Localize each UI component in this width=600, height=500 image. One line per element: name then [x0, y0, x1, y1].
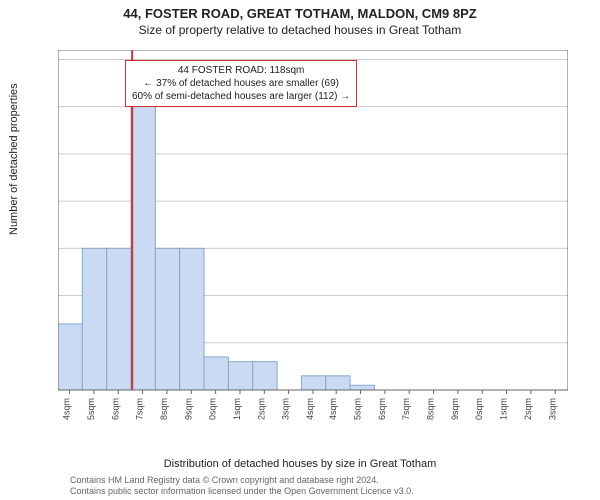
callout-box: 44 FOSTER ROAD: 118sqm ← 37% of detached…: [125, 60, 357, 107]
svg-text:378sqm: 378sqm: [426, 398, 436, 420]
svg-text:127sqm: 127sqm: [135, 398, 145, 420]
x-axis-label: Distribution of detached houses by size …: [0, 458, 600, 470]
svg-text:399sqm: 399sqm: [450, 398, 460, 420]
callout-line-2: ← 37% of detached houses are smaller (69…: [132, 77, 350, 90]
svg-text:336sqm: 336sqm: [377, 398, 387, 420]
svg-text:232sqm: 232sqm: [256, 398, 266, 420]
svg-text:483sqm: 483sqm: [547, 398, 557, 420]
footer-line-2: Contains public sector information licen…: [70, 486, 414, 497]
svg-text:106sqm: 106sqm: [110, 398, 120, 420]
svg-text:357sqm: 357sqm: [401, 398, 411, 420]
svg-text:148sqm: 148sqm: [159, 398, 169, 420]
footer-line-1: Contains HM Land Registry data © Crown c…: [70, 475, 414, 486]
svg-text:294sqm: 294sqm: [328, 398, 338, 420]
svg-text:420sqm: 420sqm: [474, 398, 484, 420]
footer-attribution: Contains HM Land Registry data © Crown c…: [70, 475, 414, 497]
svg-text:85sqm: 85sqm: [86, 398, 96, 420]
chart-header: 44, FOSTER ROAD, GREAT TOTHAM, MALDON, C…: [0, 0, 600, 37]
title-line-2: Size of property relative to detached ho…: [0, 23, 600, 37]
svg-text:253sqm: 253sqm: [281, 398, 291, 420]
title-line-1: 44, FOSTER ROAD, GREAT TOTHAM, MALDON, C…: [0, 6, 600, 21]
callout-line-3: 60% of semi-detached houses are larger (…: [132, 90, 350, 103]
svg-text:211sqm: 211sqm: [232, 398, 242, 420]
y-axis-label: Number of detached properties: [8, 83, 20, 235]
svg-text:274sqm: 274sqm: [305, 398, 315, 420]
svg-text:462sqm: 462sqm: [523, 398, 533, 420]
svg-text:169sqm: 169sqm: [183, 398, 193, 420]
svg-text:64sqm: 64sqm: [62, 398, 72, 420]
svg-text:190sqm: 190sqm: [208, 398, 218, 420]
callout-line-1: 44 FOSTER ROAD: 118sqm: [132, 64, 350, 77]
svg-text:441sqm: 441sqm: [499, 398, 509, 420]
svg-text:315sqm: 315sqm: [353, 398, 363, 420]
